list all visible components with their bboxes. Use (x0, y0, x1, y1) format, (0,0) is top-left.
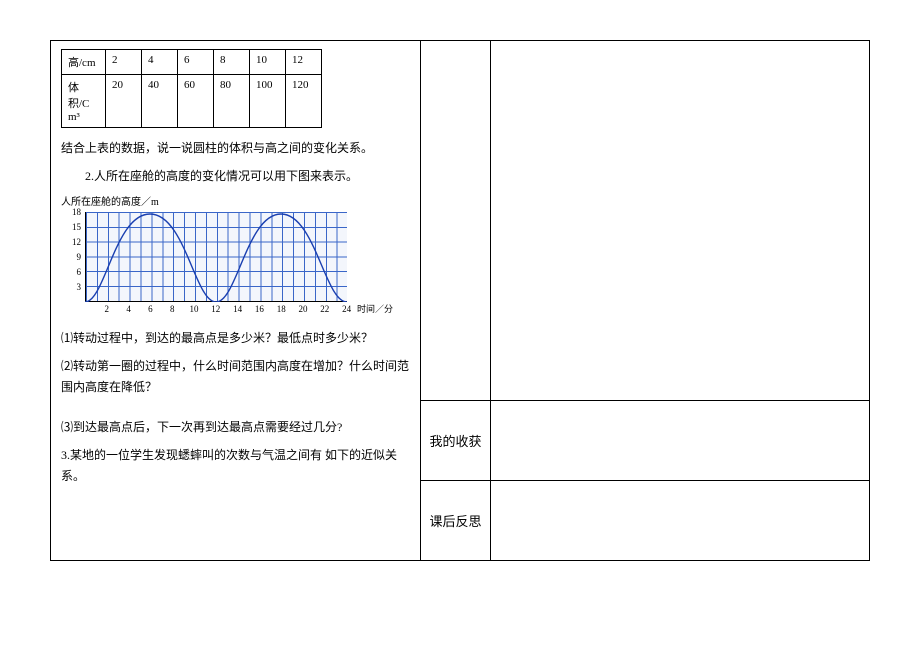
ytick-6: 6 (77, 267, 82, 277)
xtick-2: 2 (105, 304, 110, 314)
row1-c3: 8 (214, 50, 250, 75)
x-axis-title: 时间／分 (357, 302, 393, 315)
chart: 18 15 12 9 6 3 2 4 6 8 (61, 210, 371, 322)
chart-curve (85, 212, 347, 302)
row2-header: 体积/C m³ (62, 75, 106, 128)
question-3: ⑶到达最高点后，下一次再到达最高点需要经过几分? (61, 417, 410, 439)
row2-c1: 40 (142, 75, 178, 128)
row2-c0: 20 (106, 75, 142, 128)
layout-table: 高/cm 2 4 6 8 10 12 体积/C m³ 20 40 60 80 (50, 40, 870, 561)
row1-c1: 4 (142, 50, 178, 75)
harvest-content-cell (491, 401, 870, 481)
row2-c4: 100 (250, 75, 286, 128)
row1-c2: 6 (178, 50, 214, 75)
ytick-9: 9 (77, 252, 82, 262)
row1-c4: 10 (250, 50, 286, 75)
ytick-18: 18 (72, 207, 81, 217)
xtick-10: 10 (190, 304, 199, 314)
xtick-16: 16 (255, 304, 264, 314)
xtick-22: 22 (320, 304, 329, 314)
row1-c5: 12 (286, 50, 322, 75)
ytick-15: 15 (72, 222, 81, 232)
reflect-content-cell (491, 481, 870, 561)
ytick-3: 3 (77, 282, 82, 292)
main-content-cell: 高/cm 2 4 6 8 10 12 体积/C m³ 20 40 60 80 (51, 41, 421, 561)
xtick-18: 18 (277, 304, 286, 314)
reflect-label-cell: 课后反思 (421, 481, 491, 561)
xtick-4: 4 (126, 304, 131, 314)
xtick-12: 12 (211, 304, 220, 314)
row2-c3: 80 (214, 75, 250, 128)
row1-header: 高/cm (62, 50, 106, 75)
xtick-24: 24 (342, 304, 351, 314)
ytick-12: 12 (72, 237, 81, 247)
page-root: 高/cm 2 4 6 8 10 12 体积/C m³ 20 40 60 80 (0, 0, 920, 651)
paragraph-2: 2.人所在座舱的高度的变化情况可以用下图来表示。 (61, 166, 410, 188)
xtick-20: 20 (299, 304, 308, 314)
question-2: ⑵转动第一圈的过程中，什么时间范围内高度在增加？什么时间范围内高度在降低？ (61, 356, 410, 399)
curve-path (85, 214, 347, 302)
right-top-label-cell (421, 41, 491, 401)
question-1: ⑴转动过程中，到达的最高点是多少米？最低点时多少米？ (61, 328, 410, 350)
paragraph-1: 结合上表的数据，说一说圆柱的体积与高之间的变化关系。 (61, 138, 410, 160)
paragraph-3: 3.某地的一位学生发现蟋蟀叫的次数与气温之间有 如下的近似关系。 (61, 445, 410, 488)
xtick-14: 14 (233, 304, 242, 314)
chart-title: 人所在座舱的高度／m (61, 193, 410, 208)
xtick-6: 6 (148, 304, 153, 314)
main-content: 高/cm 2 4 6 8 10 12 体积/C m³ 20 40 60 80 (51, 41, 420, 502)
right-top-content-cell (491, 41, 870, 401)
row2-c5: 120 (286, 75, 322, 128)
row1-c0: 2 (106, 50, 142, 75)
xtick-8: 8 (170, 304, 175, 314)
data-table: 高/cm 2 4 6 8 10 12 体积/C m³ 20 40 60 80 (61, 49, 322, 128)
y-axis-labels: 18 15 12 9 6 3 (61, 210, 83, 302)
harvest-label-cell: 我的收获 (421, 401, 491, 481)
harvest-label: 我的收获 (429, 434, 481, 449)
row2-c2: 60 (178, 75, 214, 128)
reflect-label: 课后反思 (429, 514, 481, 529)
